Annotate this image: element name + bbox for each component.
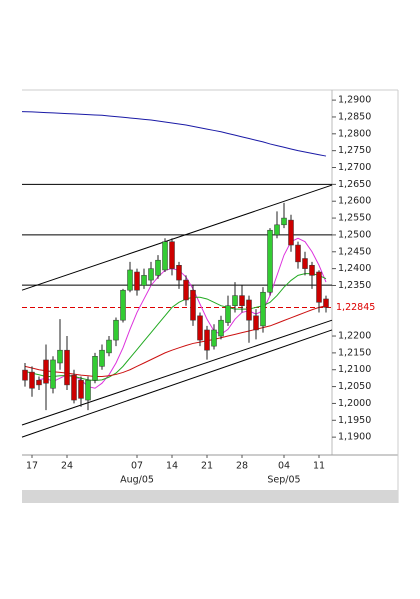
candle-body [274, 224, 280, 236]
candle-body [169, 241, 175, 269]
y-tick-label: 1,2050 [338, 381, 371, 392]
y-tick-label: 1,2200 [338, 331, 371, 342]
candle-body [120, 289, 126, 321]
candle-body [43, 359, 49, 384]
candle-body [225, 305, 231, 323]
candle-body [106, 339, 112, 354]
candle-body [323, 298, 329, 308]
candle-body [288, 219, 294, 246]
x-tick-label: 24 [61, 461, 73, 472]
y-tick-label: 1,2650 [338, 179, 371, 190]
y-tick-label: 1,2400 [338, 263, 371, 274]
candle-body [64, 349, 70, 386]
candle-body [99, 349, 105, 367]
y-tick-label: 1,2500 [338, 229, 371, 240]
candle-body [183, 279, 189, 301]
candle-body [295, 244, 301, 263]
candle-body [22, 369, 28, 381]
candle-body [232, 295, 238, 306]
candle-body [155, 259, 161, 276]
y-tick-label: 1,2450 [338, 246, 371, 257]
candle-body [141, 275, 147, 286]
candle-body [197, 315, 203, 341]
y-tick-label: 1,2350 [338, 280, 371, 291]
x-tick-label: 14 [166, 461, 178, 472]
trendline [21, 184, 333, 291]
y-tick-label: 1,2100 [338, 364, 371, 375]
candle-body [148, 268, 154, 281]
candle-body [316, 271, 322, 303]
candle-body [218, 319, 224, 337]
candle-body [190, 289, 196, 321]
x-tick-label: 28 [236, 461, 248, 472]
candle-body [176, 265, 182, 281]
y-tick-label: 1,1950 [338, 415, 371, 426]
candle-body [127, 269, 133, 291]
moving-average [24, 305, 327, 377]
moving-average [21, 111, 327, 157]
candle-body [246, 299, 252, 321]
month-label: Aug/05 [120, 475, 154, 486]
trendline [21, 329, 333, 438]
candle-body [134, 271, 140, 291]
y-tick-label: 1,2900 [338, 95, 371, 106]
y-tick-label: 1,2000 [338, 398, 371, 409]
y-tick-label: 1,2750 [338, 145, 371, 156]
candle-body [211, 329, 217, 347]
candle-body [29, 371, 35, 389]
candle-body [162, 241, 168, 271]
price-marker-label: 1,22845 [336, 302, 375, 313]
candle-body [36, 379, 42, 386]
y-tick-label: 1,2600 [338, 196, 371, 207]
scroll-band [22, 490, 398, 503]
candle-body [267, 229, 273, 293]
trendline [21, 319, 333, 426]
candle-body [85, 379, 91, 401]
y-tick-label: 1,2800 [338, 128, 371, 139]
candle-body [113, 319, 119, 341]
candle-body [260, 291, 266, 327]
candle-body [78, 379, 84, 399]
candle-body [281, 217, 287, 226]
candle-body [204, 329, 210, 351]
candle-body [253, 315, 259, 331]
x-tick-label: 11 [313, 461, 325, 472]
candle-body [309, 265, 315, 276]
candle-body [71, 374, 77, 401]
x-tick-label: 17 [26, 461, 38, 472]
x-tick-label: 21 [201, 461, 213, 472]
y-tick-label: 1,2550 [338, 213, 371, 224]
candle-body [92, 356, 98, 381]
y-tick-label: 1,2850 [338, 111, 371, 122]
x-tick-label: 07 [131, 461, 143, 472]
candle-body [239, 295, 245, 306]
candle-body [57, 349, 63, 364]
x-tick-label: 04 [278, 461, 290, 472]
y-tick-label: 1,2150 [338, 347, 371, 358]
month-label: Sep/05 [267, 475, 300, 486]
candle-body [302, 258, 308, 269]
candle-body [50, 359, 56, 389]
y-tick-label: 1,1900 [338, 432, 371, 443]
y-tick-label: 1,2700 [338, 162, 371, 173]
